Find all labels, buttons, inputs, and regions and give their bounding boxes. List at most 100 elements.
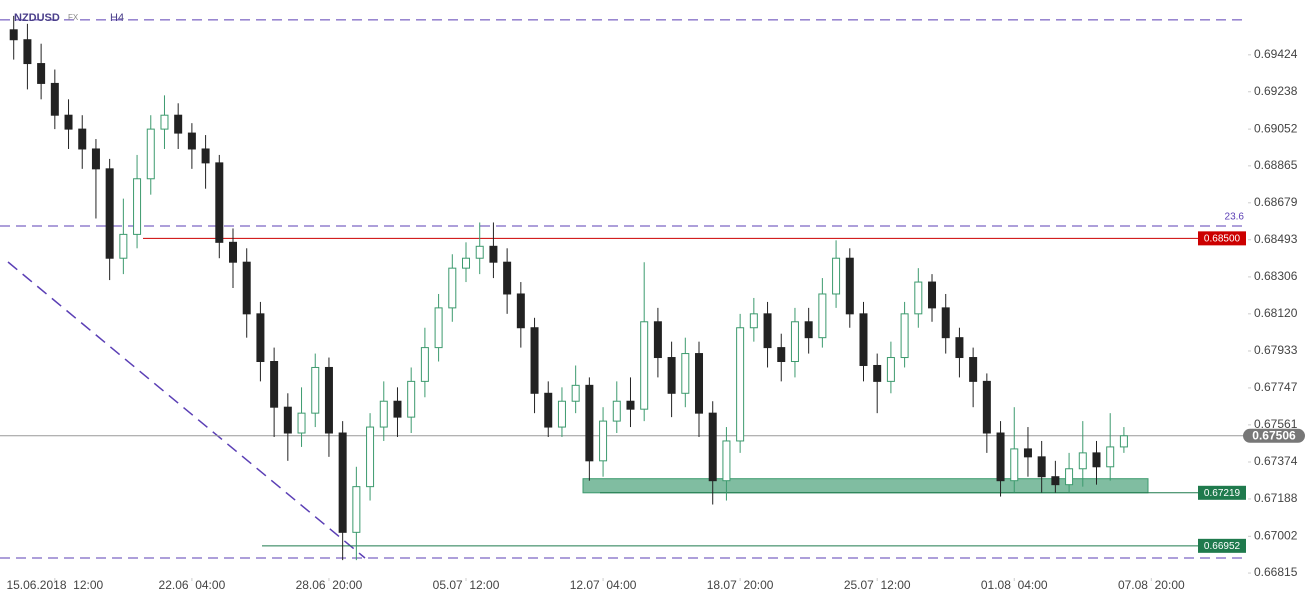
candle-body bbox=[475, 245, 484, 259]
candle-body bbox=[777, 347, 786, 363]
candle-body bbox=[256, 313, 265, 363]
candle-body bbox=[818, 293, 827, 339]
candle-body bbox=[9, 29, 18, 41]
current-price-box bbox=[1243, 428, 1305, 443]
x-tick-label: 07.08 20:00 bbox=[1118, 578, 1185, 592]
candle-body bbox=[1092, 452, 1101, 468]
support-box bbox=[1198, 538, 1246, 553]
candle-body bbox=[736, 327, 745, 442]
candle-body bbox=[311, 366, 320, 414]
x-tick-label: 22.06 04:00 bbox=[159, 578, 226, 592]
candle-body bbox=[462, 257, 471, 269]
current-price-label: 0.67506 bbox=[1252, 428, 1296, 442]
y-tick-label: 0.67188 bbox=[1254, 491, 1298, 505]
candle-body bbox=[832, 257, 841, 295]
y-tick-label: 0.69238 bbox=[1254, 84, 1298, 98]
candle-body bbox=[91, 148, 100, 170]
candle-body bbox=[941, 307, 950, 339]
candle-body bbox=[407, 380, 416, 418]
y-tick-label: 0.69052 bbox=[1254, 121, 1298, 135]
candle-body bbox=[448, 267, 457, 309]
candle-body bbox=[640, 321, 649, 410]
candle-body bbox=[50, 82, 59, 116]
candle-body bbox=[969, 357, 978, 382]
candle-body bbox=[845, 257, 854, 315]
candle-body bbox=[242, 261, 251, 315]
candle-body bbox=[489, 245, 498, 263]
candle-body bbox=[900, 313, 909, 359]
candle-body bbox=[1078, 452, 1087, 470]
candle-body bbox=[434, 307, 443, 349]
candle-body bbox=[859, 313, 868, 366]
candle-body bbox=[324, 366, 333, 434]
candle-body bbox=[695, 353, 704, 414]
candle-body bbox=[1037, 456, 1046, 478]
x-tick-label: 18.07 20:00 bbox=[707, 578, 774, 592]
market: FX bbox=[68, 13, 79, 22]
x-tick-label: 15.06.2018 12:00 bbox=[6, 578, 103, 592]
support-zone bbox=[582, 478, 1149, 494]
y-tick-label: 0.69424 bbox=[1254, 47, 1298, 61]
candle-body bbox=[1051, 476, 1060, 486]
y-tick-label: 0.67747 bbox=[1254, 380, 1298, 394]
candle-body bbox=[338, 432, 347, 533]
candle-body bbox=[187, 132, 196, 150]
x-tick-label: 05.07 12:00 bbox=[433, 578, 500, 592]
timeframe: H4 bbox=[110, 12, 124, 24]
support-zone-label: 0.67219 bbox=[1204, 488, 1241, 499]
candle-body bbox=[215, 162, 224, 243]
candle-body bbox=[955, 337, 964, 359]
trend-line bbox=[7, 261, 366, 559]
x-tick-label: 01.08 04:00 bbox=[981, 578, 1048, 592]
candle-body bbox=[283, 406, 292, 434]
candle-body bbox=[708, 412, 717, 482]
candle-body bbox=[571, 384, 580, 402]
candle-body bbox=[37, 63, 46, 84]
candle-body bbox=[23, 39, 32, 65]
x-tick-label: 28.06 20:00 bbox=[296, 578, 363, 592]
candle-body bbox=[790, 321, 799, 363]
y-tick-label: 0.68493 bbox=[1254, 232, 1298, 246]
candle-body bbox=[626, 400, 635, 410]
candle-body bbox=[612, 400, 621, 422]
y-tick-label: 0.67561 bbox=[1254, 417, 1298, 431]
plot bbox=[0, 15, 1245, 561]
candle-body bbox=[516, 293, 525, 329]
candle-body bbox=[160, 114, 169, 130]
candle-body bbox=[914, 281, 923, 315]
candle-body bbox=[722, 440, 731, 482]
support-label: 0.66952 bbox=[1204, 541, 1241, 552]
candle-body bbox=[393, 400, 402, 418]
candle-body bbox=[873, 364, 882, 382]
candle-body bbox=[78, 128, 87, 150]
candle-body bbox=[1065, 468, 1074, 486]
candle-body bbox=[105, 168, 114, 259]
y-tick-label: 0.67002 bbox=[1254, 528, 1298, 542]
candle-body bbox=[804, 321, 813, 339]
y-tick-label: 0.68865 bbox=[1254, 158, 1298, 172]
candle-body bbox=[530, 327, 539, 394]
candle-body bbox=[749, 313, 758, 329]
y-tick-label: 0.67933 bbox=[1254, 343, 1298, 357]
candle-body bbox=[146, 128, 155, 180]
y-tick-label: 0.68120 bbox=[1254, 306, 1298, 320]
candle-body bbox=[1106, 446, 1115, 468]
candle-body bbox=[681, 353, 690, 394]
candle-body bbox=[1010, 448, 1019, 482]
x-tick-label: 12.07 04:00 bbox=[570, 578, 637, 592]
candle-body bbox=[1023, 448, 1032, 458]
candle-body bbox=[1119, 435, 1128, 448]
candle-body bbox=[119, 233, 128, 259]
candle-body bbox=[229, 241, 238, 263]
candle-body bbox=[366, 426, 375, 488]
x-tick-label: 25.07 12:00 bbox=[844, 578, 911, 592]
candle-body bbox=[928, 281, 937, 309]
candle-body bbox=[503, 261, 512, 295]
candle-body bbox=[64, 114, 73, 130]
symbol: NZDUSD bbox=[14, 12, 60, 24]
candle-body bbox=[544, 392, 553, 428]
candle-body bbox=[585, 384, 594, 462]
candle-body bbox=[201, 148, 210, 164]
candle-body bbox=[667, 357, 676, 394]
